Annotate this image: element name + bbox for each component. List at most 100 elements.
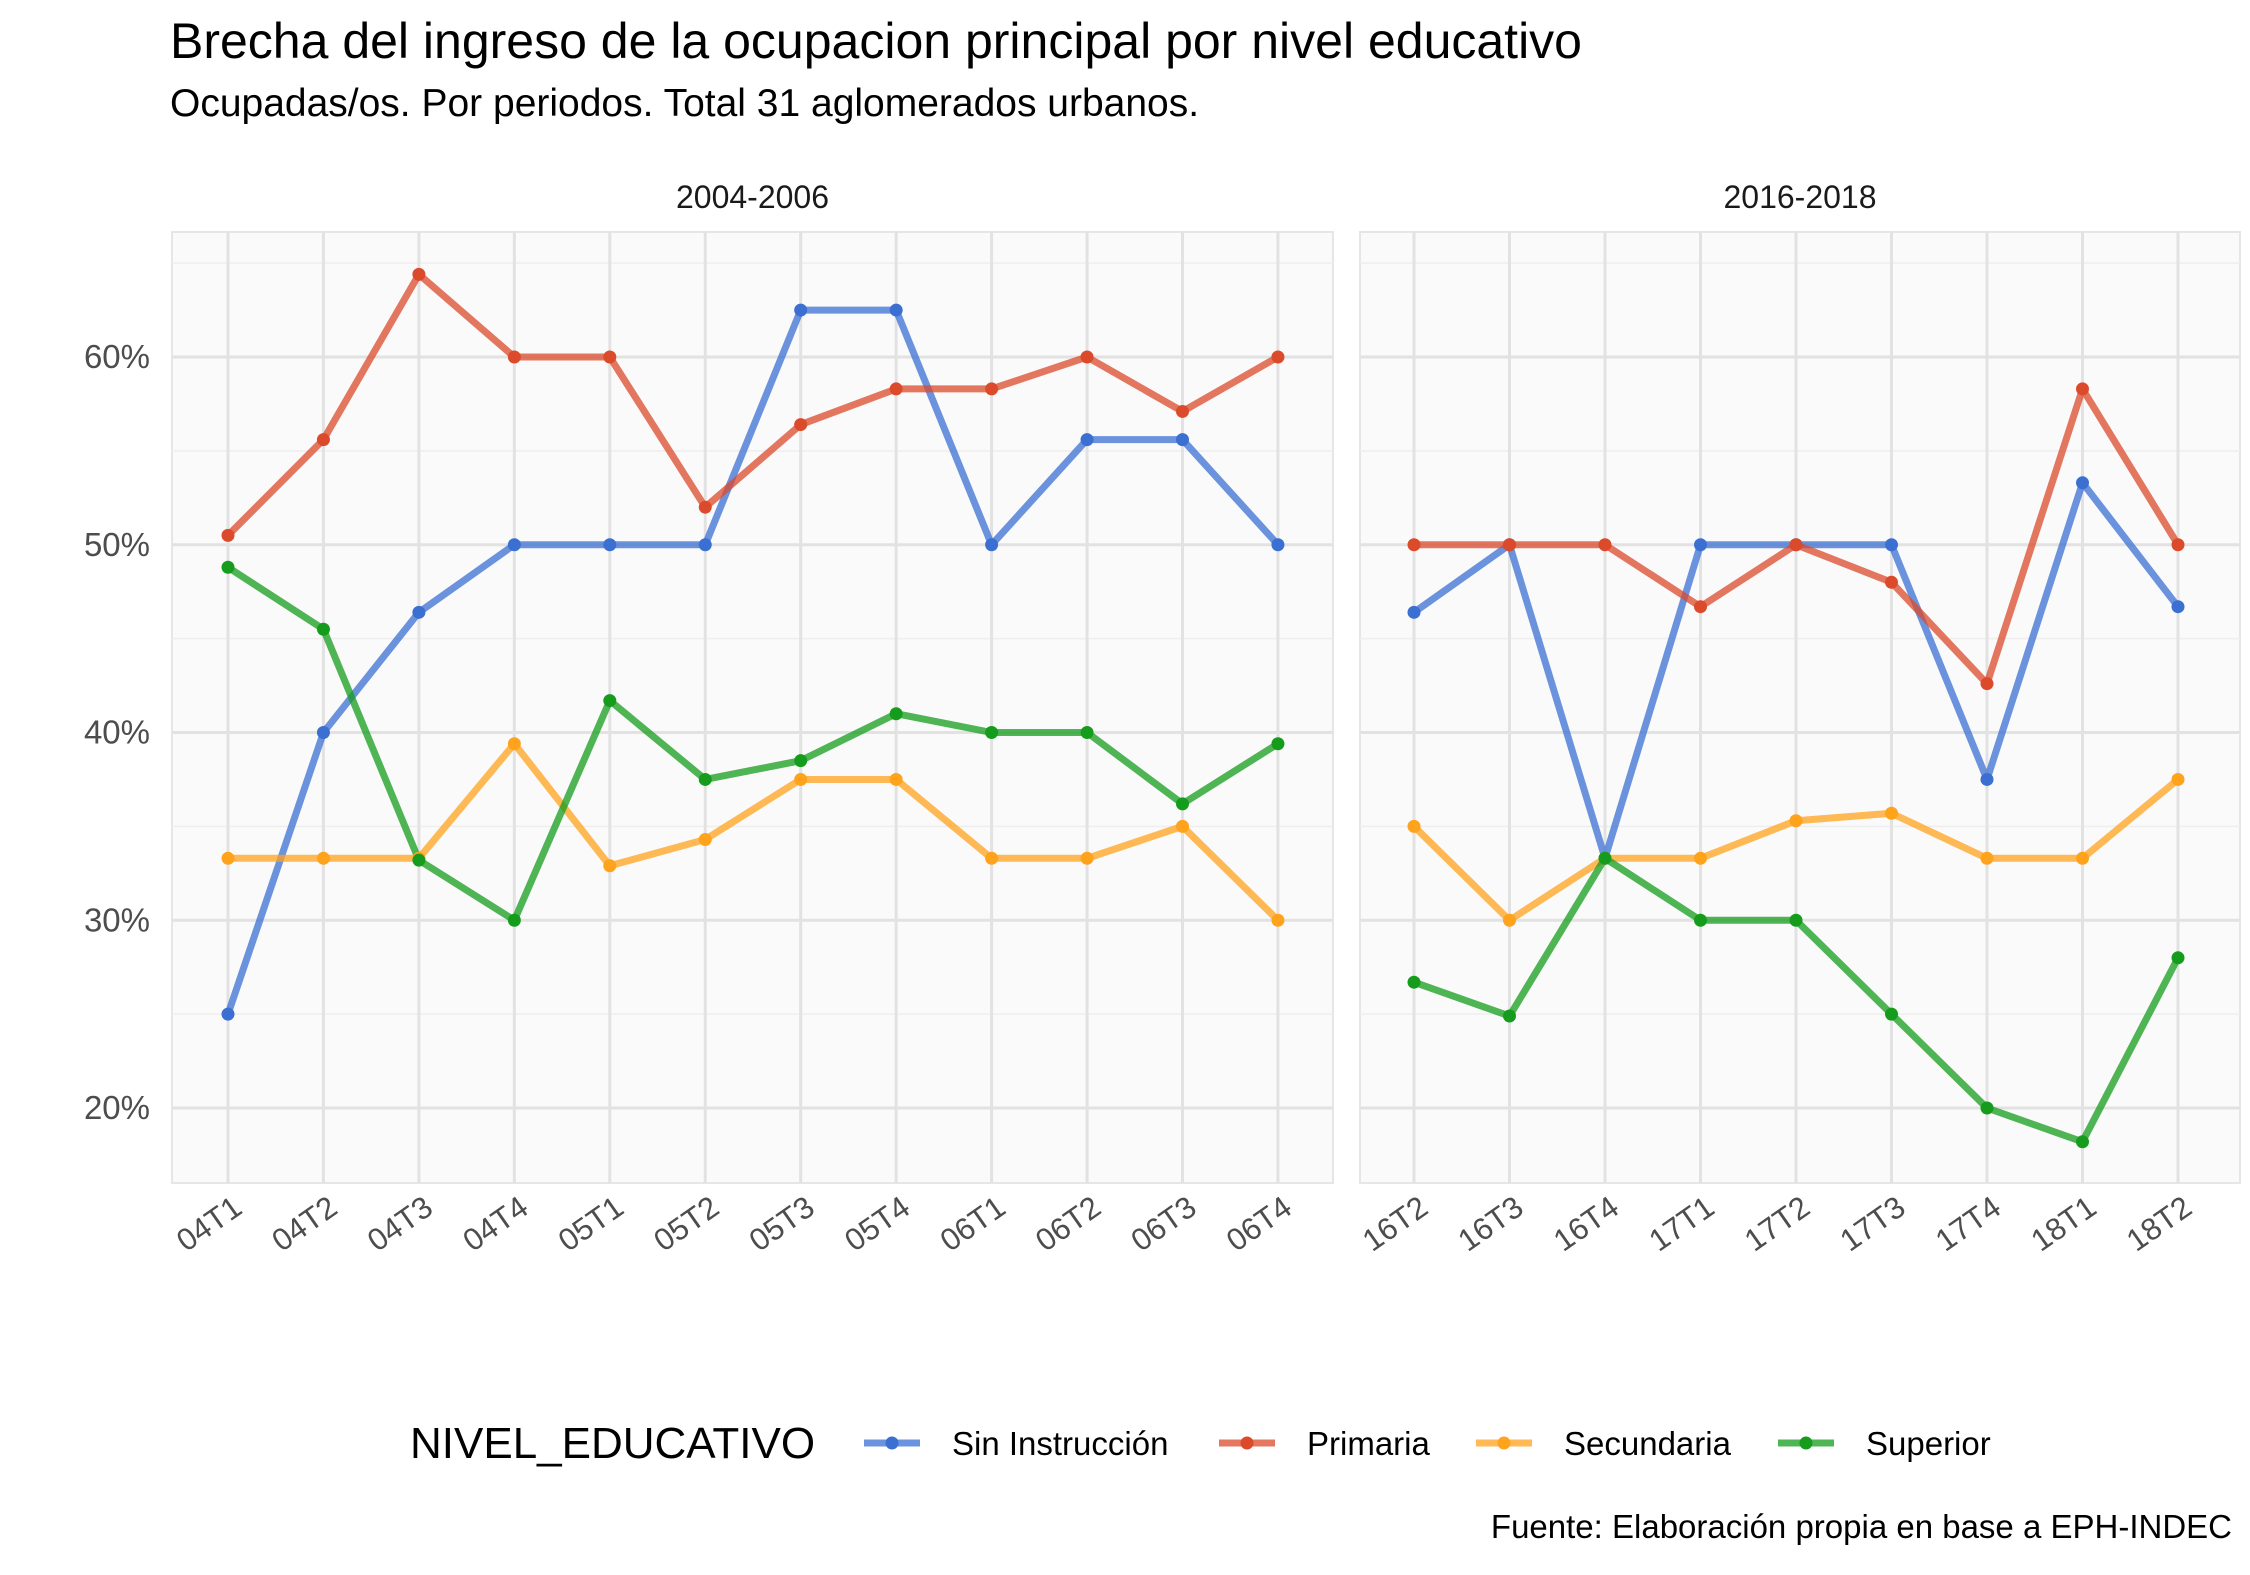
x-tick-label: 18T2 (2120, 1189, 2198, 1258)
x-tick-label: 04T2 (265, 1189, 343, 1258)
x-tick-label: 18T1 (2025, 1189, 2103, 1258)
legend-title: NIVEL_EDUCATIVO (410, 1419, 815, 1468)
data-point (889, 707, 903, 721)
x-tick-label: 04T3 (361, 1189, 439, 1258)
data-point (1176, 404, 1189, 418)
data-point (1789, 913, 1803, 927)
data-point (507, 350, 521, 364)
data-point (1271, 538, 1285, 552)
data-point (698, 538, 712, 552)
data-point (1885, 1007, 1898, 1021)
data-point (603, 350, 617, 364)
data-point (985, 726, 999, 739)
data-point (794, 418, 808, 432)
data-point (412, 267, 426, 281)
legend-key-point (1799, 1436, 1813, 1450)
data-point (1598, 538, 1612, 552)
x-tick-label: 06T1 (934, 1189, 1012, 1258)
data-point (316, 433, 330, 447)
data-point (1885, 806, 1898, 820)
data-point (221, 1007, 235, 1021)
x-tick-label: 06T4 (1220, 1189, 1298, 1258)
chart-caption: Fuente: Elaboración propia en base a EPH… (1490, 1508, 2232, 1545)
data-point (1080, 726, 1094, 739)
data-point (1176, 797, 1189, 811)
panel-background (1359, 231, 2241, 1184)
data-point (1176, 819, 1189, 833)
data-point (985, 382, 999, 396)
data-point (316, 851, 330, 865)
data-point (1789, 814, 1803, 828)
series-line (225, 270, 1280, 538)
x-tick-label: 17T3 (1834, 1189, 1912, 1258)
data-point (1694, 538, 1707, 552)
data-point (1598, 851, 1612, 865)
x-tick-label: 05T3 (743, 1189, 821, 1258)
x-tick-label: 06T3 (1125, 1189, 1203, 1258)
data-point (221, 851, 235, 865)
data-point (1980, 851, 1994, 865)
data-point (1407, 605, 1421, 619)
data-point (1080, 350, 1094, 364)
data-point (1407, 538, 1421, 552)
series-line (228, 740, 1281, 923)
data-point (2171, 538, 2185, 552)
data-point (316, 622, 330, 636)
x-tick-label: 16T3 (1452, 1189, 1530, 1258)
data-point (507, 913, 521, 927)
data-point (2076, 851, 2089, 865)
data-point (1980, 1101, 1994, 1115)
data-point (221, 560, 235, 574)
series-line (224, 306, 1281, 1016)
data-point (2171, 600, 2185, 614)
x-tick-label: 17T2 (1738, 1189, 1816, 1258)
data-point (1271, 737, 1285, 751)
legend-label: Sin Instrucción (952, 1425, 1168, 1462)
data-point (1407, 819, 1421, 833)
data-point (985, 851, 999, 865)
data-point (2171, 951, 2185, 965)
data-point (1271, 913, 1285, 927)
x-tick-label: 05T1 (552, 1189, 630, 1258)
data-point (221, 528, 235, 542)
data-point (1694, 851, 1707, 865)
data-point (1694, 600, 1707, 614)
data-point (1503, 1009, 1516, 1023)
legend-label: Superior (1866, 1425, 1991, 1462)
facet-label: 2004-2006 (676, 179, 829, 215)
legend-key-point (885, 1436, 899, 1450)
data-point (2076, 476, 2089, 490)
x-tick-label: 17T4 (1929, 1189, 2007, 1258)
data-point (412, 605, 426, 619)
data-point (698, 500, 712, 514)
data-point (794, 303, 808, 317)
data-point (1980, 677, 1994, 691)
data-point (1694, 913, 1707, 927)
data-point (603, 694, 617, 708)
legend-key-point (1497, 1436, 1511, 1450)
data-point (1503, 538, 1516, 552)
data-point (889, 303, 903, 317)
data-point (316, 726, 330, 739)
x-tick-label: 05T4 (838, 1189, 916, 1258)
x-tick-label: 17T1 (1643, 1189, 1721, 1258)
data-point (698, 833, 712, 847)
data-point (1080, 433, 1094, 447)
data-point (603, 538, 617, 552)
data-point (1176, 433, 1189, 447)
data-point (2076, 382, 2089, 396)
legend-key-point (1240, 1436, 1254, 1450)
data-point (1503, 913, 1516, 927)
data-point (2171, 772, 2185, 786)
x-tick-label: 06T2 (1029, 1189, 1107, 1258)
data-point (507, 737, 521, 751)
legend-label: Secundaria (1564, 1425, 1732, 1462)
data-point (1080, 851, 1094, 865)
data-point (1271, 350, 1285, 364)
data-point (507, 538, 521, 552)
chart-title: Brecha del ingreso de la ocupacion princ… (170, 13, 1582, 69)
data-point (1885, 575, 1898, 589)
y-tick-label: 20% (84, 1089, 150, 1126)
chart-subtitle: Ocupadas/os. Por periodos. Total 31 aglo… (170, 82, 1200, 125)
